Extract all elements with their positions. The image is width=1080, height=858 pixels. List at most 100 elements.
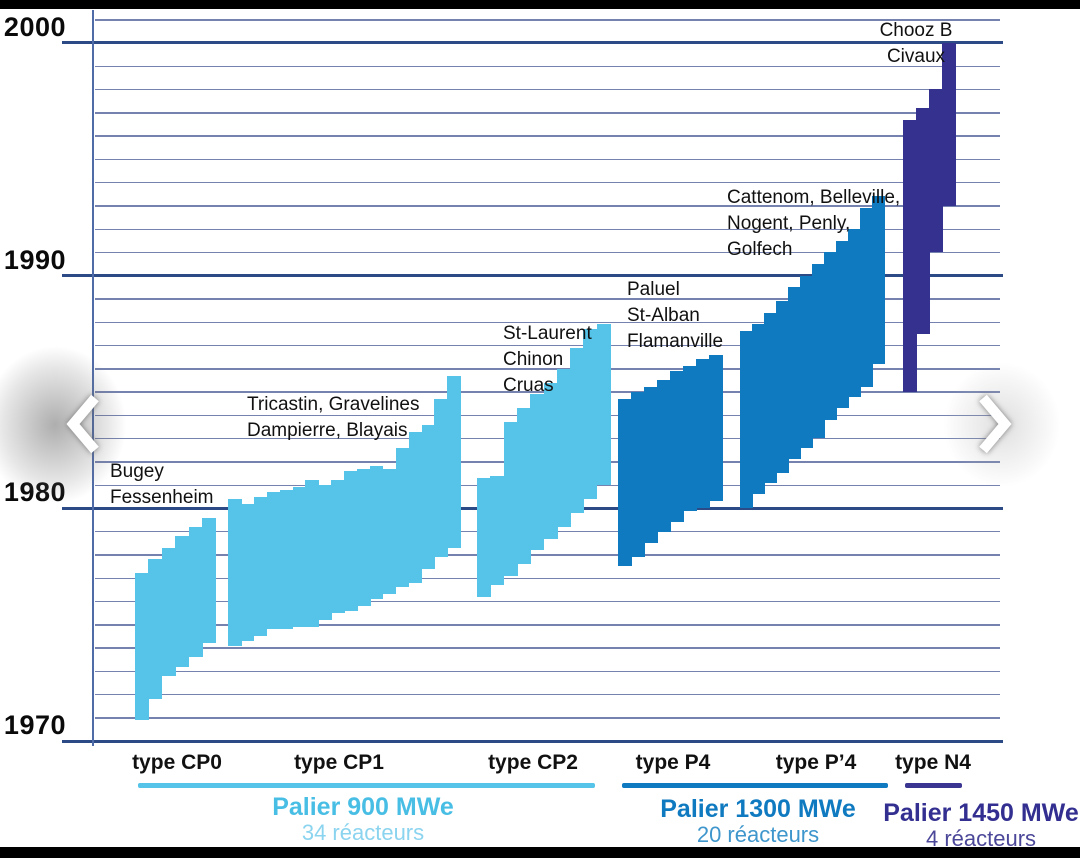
reactor-bar bbox=[824, 252, 837, 420]
site-label: Cattenom, Belleville, Nogent, Penly, Gol… bbox=[727, 187, 901, 260]
gridline-minor bbox=[95, 298, 1000, 300]
gridline-minor bbox=[95, 228, 1000, 230]
reactor-bar bbox=[683, 366, 697, 511]
gridline-minor bbox=[95, 182, 1000, 184]
reactor-bar bbox=[357, 468, 371, 607]
gridline-minor bbox=[95, 65, 1000, 68]
reactor-bar bbox=[860, 208, 873, 388]
chevron-right-icon bbox=[979, 394, 1012, 454]
gridline-minor bbox=[95, 205, 1000, 207]
site-label: Tricastin, Gravelines Dampierre, Blayais bbox=[247, 394, 420, 441]
reactor-count-label: 34 réacteurs bbox=[301, 820, 425, 845]
gridline-minor bbox=[95, 670, 1000, 673]
reactor-bar bbox=[175, 536, 190, 667]
gridline-major bbox=[62, 274, 1003, 278]
site-label: Chooz B Civaux bbox=[879, 20, 953, 67]
gridline-minor bbox=[95, 88, 1000, 91]
top-letterbox bbox=[0, 0, 1080, 9]
reactor-bar bbox=[657, 380, 671, 532]
reactor-bar bbox=[490, 475, 505, 586]
gridline-minor bbox=[95, 112, 1000, 114]
palier-label: Palier 900 MWe bbox=[272, 793, 454, 821]
reactor-bar bbox=[369, 466, 384, 600]
reactor-bar bbox=[421, 424, 436, 569]
reactor-count-label: 20 réacteurs bbox=[696, 822, 820, 847]
site-label: Paluel St-Alban Flamanville bbox=[627, 279, 724, 352]
reactor-bar bbox=[812, 263, 825, 439]
reactor-bar bbox=[929, 89, 943, 253]
y-axis-line bbox=[92, 10, 94, 746]
reactor-bar bbox=[240, 503, 255, 641]
reactor-bar bbox=[516, 408, 531, 565]
reactor-bar bbox=[583, 329, 598, 499]
reactor-bar bbox=[331, 480, 345, 613]
reactor-bar bbox=[916, 108, 930, 334]
palier-underline bbox=[905, 783, 962, 788]
reactor-bar bbox=[631, 391, 645, 558]
reactor-bar bbox=[696, 359, 710, 509]
reactor-bar bbox=[266, 492, 281, 630]
reactor-bar bbox=[764, 312, 777, 483]
reactor-bar bbox=[228, 498, 242, 646]
gridline-minor bbox=[95, 251, 1000, 254]
reactor-bar bbox=[788, 287, 801, 460]
prev-slide-button[interactable] bbox=[60, 391, 106, 459]
reactor-bar bbox=[408, 431, 423, 583]
gridline-minor bbox=[95, 368, 1000, 370]
reactor-bar bbox=[752, 324, 765, 495]
gridline-minor bbox=[95, 717, 1000, 719]
reactor-bar bbox=[253, 496, 268, 637]
gridline-minor bbox=[95, 554, 1000, 556]
reactor-bar bbox=[135, 573, 150, 721]
reactor-bar bbox=[382, 468, 397, 595]
year-label: 1990 bbox=[3, 244, 66, 275]
year-label: 1970 bbox=[3, 710, 66, 740]
site-label: St-Laurent Chinon Cruas bbox=[503, 323, 592, 396]
reactor-bar bbox=[848, 229, 861, 397]
type-label: type P4 bbox=[635, 751, 711, 774]
bottom-letterbox bbox=[0, 847, 1080, 858]
type-label: type CP2 bbox=[488, 751, 578, 774]
palier-label: Palier 1300 MWe bbox=[660, 795, 856, 823]
gridline-minor bbox=[95, 624, 1000, 626]
reactor-bar bbox=[161, 547, 176, 676]
year-label: 2000 bbox=[3, 11, 66, 42]
gridline-minor bbox=[95, 158, 1000, 161]
reactor-bar bbox=[556, 368, 571, 527]
reactor-count-label: 4 réacteurs bbox=[925, 826, 1037, 851]
palier-label: Palier 1450 MWe bbox=[883, 799, 1079, 827]
year-label: 1980 bbox=[3, 477, 66, 508]
gridline-minor bbox=[95, 647, 1000, 649]
reactor-bar bbox=[709, 354, 723, 502]
reactor-bar bbox=[543, 382, 558, 539]
reactor-bar bbox=[395, 447, 410, 588]
gridline-minor bbox=[95, 600, 1000, 603]
reactor-bar bbox=[292, 487, 307, 627]
next-slide-button[interactable] bbox=[972, 391, 1018, 459]
reactor-bar bbox=[148, 559, 163, 700]
site-label: Bugey Fessenheim bbox=[110, 461, 214, 508]
gridline-major bbox=[62, 739, 1003, 743]
palier-underline bbox=[138, 783, 595, 788]
reactor-bar bbox=[570, 347, 585, 513]
type-label: type CP1 bbox=[294, 751, 384, 774]
gridline-major bbox=[62, 41, 1003, 45]
reactor-bar bbox=[305, 480, 319, 627]
reactor-bar bbox=[836, 240, 849, 409]
type-label: type N4 bbox=[895, 751, 971, 774]
reactor-bar bbox=[477, 478, 491, 597]
reactor-bar bbox=[188, 526, 203, 658]
reactor-bar bbox=[618, 398, 632, 567]
reactor-bar bbox=[503, 422, 518, 576]
reactor-bar bbox=[942, 42, 956, 206]
gridline-minor bbox=[95, 577, 1000, 579]
gridline-minor bbox=[95, 321, 1000, 324]
gridline-minor bbox=[95, 135, 1000, 137]
reactor-bar bbox=[872, 196, 885, 364]
palier-underline bbox=[622, 783, 888, 788]
gridline-minor bbox=[95, 693, 1000, 696]
reactor-bar bbox=[596, 324, 611, 486]
reactor-bar bbox=[670, 371, 684, 523]
chevron-left-icon bbox=[66, 394, 99, 454]
